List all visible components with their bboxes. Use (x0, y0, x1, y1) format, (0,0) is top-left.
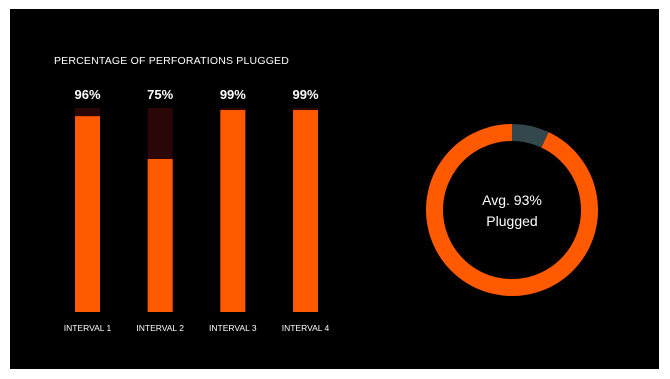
bar-1 (75, 116, 100, 312)
chart-frame: PERCENTAGE OF PERFORATIONS PLUGGED 96% IN… (10, 9, 659, 369)
donut-chart: Avg. 93% Plugged (426, 124, 598, 296)
chart-title: PERCENTAGE OF PERFORATIONS PLUGGED (53, 55, 290, 67)
bar-value-label-1: 96% (74, 87, 100, 102)
bar-value-label-3: 99% (220, 87, 246, 102)
bar-4 (293, 110, 319, 312)
bar-2 (147, 159, 173, 312)
bar-3 (220, 110, 246, 312)
donut-center-label-2: Plugged (486, 213, 537, 229)
bar-value-label-2: 75% (147, 87, 173, 102)
donut-slice-remainder (511, 124, 549, 148)
bar-series: 96% INTERVAL 1 75% INTERVAL 2 99% INTERVAL 3 9… (64, 87, 330, 333)
category-label-2: INTERVAL 2 (136, 323, 184, 333)
donut-center-label-1: Avg. 93% (482, 192, 542, 208)
donut-slice-plugged (426, 124, 598, 296)
bar-value-label-4: 99% (292, 87, 318, 102)
category-label-1: INTERVAL 1 (64, 323, 112, 333)
category-label-4: INTERVAL 4 (282, 323, 330, 333)
chart-canvas: 96% INTERVAL 1 75% INTERVAL 2 99% INTERVAL 3 9… (64, 87, 598, 333)
category-label-3: INTERVAL 3 (209, 323, 257, 333)
